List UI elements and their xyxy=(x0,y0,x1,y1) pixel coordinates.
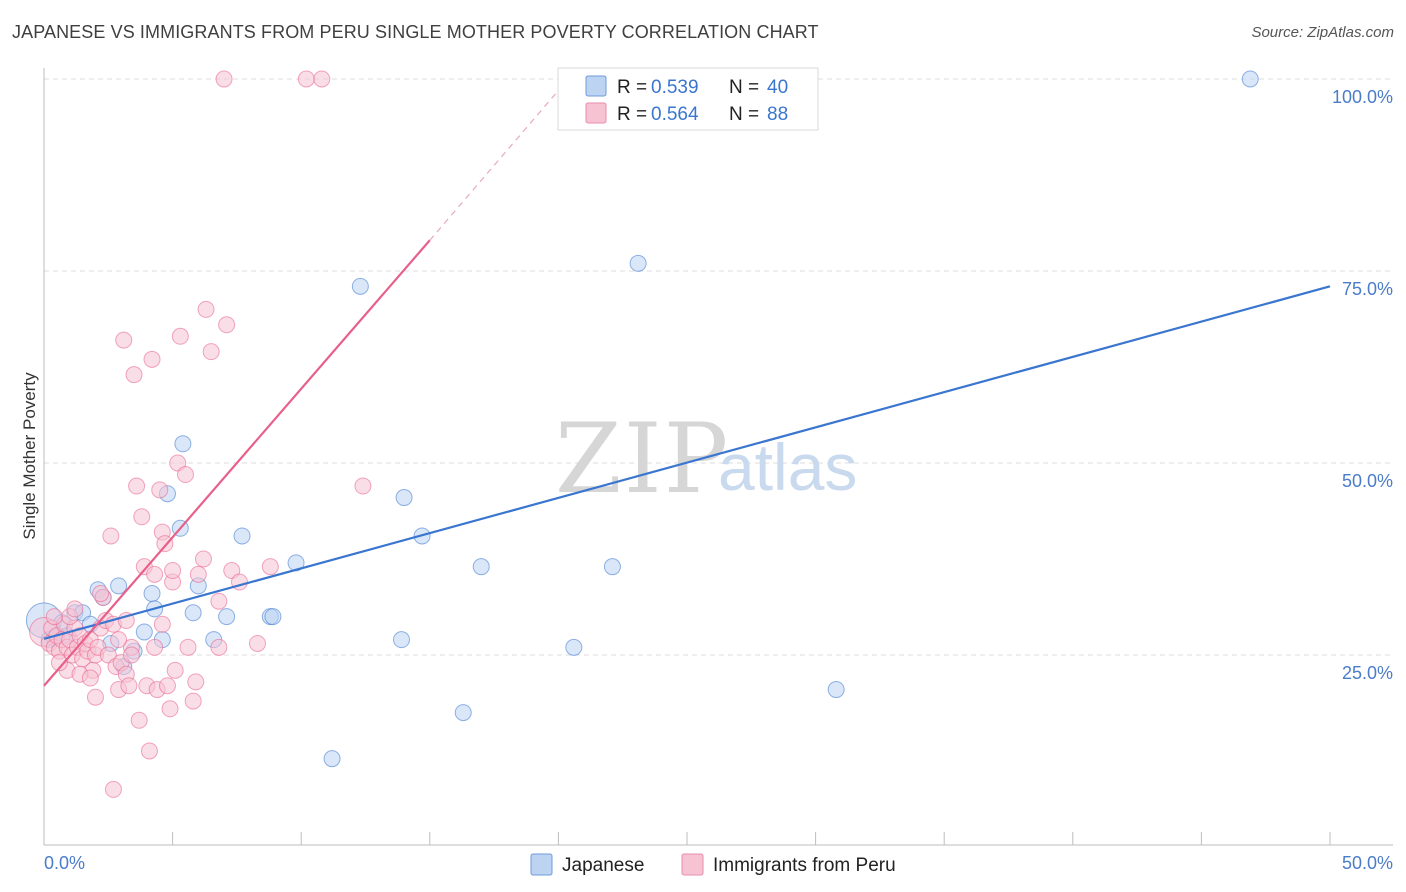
point-peru-56 xyxy=(171,327,189,345)
gridlines xyxy=(44,78,1393,656)
point-peru-59 xyxy=(184,692,202,710)
legend-swatch-japanese xyxy=(585,75,607,97)
trend-line-peru xyxy=(43,239,431,687)
point-peru-37 xyxy=(125,366,143,384)
point-peru-62 xyxy=(194,550,212,568)
point-japanese-32 xyxy=(395,489,413,507)
point-peru-77 xyxy=(92,585,110,603)
point-peru-20 xyxy=(86,688,104,706)
y-tick-label-50: 50.0% xyxy=(1342,471,1393,491)
legend-r-label-japanese: R = xyxy=(617,77,647,98)
point-japanese-34 xyxy=(454,704,472,722)
point-japanese-30 xyxy=(351,277,369,295)
point-peru-86 xyxy=(210,638,228,656)
point-peru-71 xyxy=(261,558,279,576)
point-japanese-29 xyxy=(323,750,341,768)
point-peru-74 xyxy=(354,477,372,495)
point-peru-58 xyxy=(179,638,197,656)
x-tick-label-min: 0.0% xyxy=(44,853,85,873)
point-peru-38 xyxy=(128,477,146,495)
point-peru-44 xyxy=(143,350,161,368)
point-peru-45 xyxy=(146,638,164,656)
point-peru-65 xyxy=(210,592,228,610)
legend-n-label-japanese: N = xyxy=(729,77,759,98)
point-peru-57 xyxy=(176,466,194,484)
point-peru-60 xyxy=(187,673,205,691)
point-peru-83 xyxy=(66,600,84,618)
point-peru-54 xyxy=(164,562,182,580)
point-peru-72 xyxy=(297,70,315,88)
point-peru-73 xyxy=(313,70,331,88)
point-peru-61 xyxy=(189,565,207,583)
legend-n-value-peru: 88 xyxy=(767,104,788,125)
point-japanese-39 xyxy=(827,681,845,699)
point-peru-27 xyxy=(104,780,122,798)
point-japanese-40 xyxy=(1241,70,1259,88)
y-tick-label-25: 25.0% xyxy=(1342,663,1393,683)
legend-n-value-japanese: 40 xyxy=(767,77,788,98)
point-peru-81 xyxy=(110,631,128,649)
point-japanese-31 xyxy=(393,631,411,649)
chart-title: JAPANESE VS IMMIGRANTS FROM PERU SINGLE … xyxy=(12,22,819,42)
point-japanese-36 xyxy=(565,638,583,656)
x-ticks xyxy=(43,832,1331,845)
point-peru-82 xyxy=(45,608,63,626)
point-japanese-27 xyxy=(264,608,282,626)
trend-line-peru-extension xyxy=(429,90,559,241)
point-peru-52 xyxy=(161,700,179,718)
y-axis-title: Single Mother Poverty xyxy=(20,372,39,540)
y-tick-label-100: 100.0% xyxy=(1332,87,1393,107)
point-japanese-20 xyxy=(174,435,192,453)
point-japanese-37 xyxy=(603,558,621,576)
point-peru-39 xyxy=(130,711,148,729)
trend-line-japanese xyxy=(43,285,1331,640)
point-peru-66 xyxy=(215,70,233,88)
point-japanese-11 xyxy=(110,577,128,595)
point-peru-50 xyxy=(156,535,174,553)
legend-r-label-peru: R = xyxy=(617,104,647,125)
point-peru-26 xyxy=(102,527,120,545)
legend-r-value-peru: 0.564 xyxy=(651,104,699,125)
legend-r-value-japanese: 0.539 xyxy=(651,77,699,98)
trend-lines xyxy=(43,90,1331,687)
x-tick-label-max: 50.0% xyxy=(1342,853,1393,873)
point-peru-80 xyxy=(81,669,99,687)
bottom-legend-swatch-japanese xyxy=(530,853,553,876)
series-peru-points xyxy=(29,70,372,798)
point-peru-70 xyxy=(248,634,266,652)
watermark-atlas: atlas xyxy=(718,430,857,504)
y-tick-label-75: 75.0% xyxy=(1342,279,1393,299)
bottom-legend-label-japanese: Japanese xyxy=(562,855,644,876)
point-peru-85 xyxy=(153,615,171,633)
stats-legend: R = 0.539 N = 40 R = 0.564 N = 88 xyxy=(557,67,819,131)
legend-n-label-peru: N = xyxy=(729,104,759,125)
point-japanese-14 xyxy=(135,623,153,641)
point-peru-40 xyxy=(133,508,151,526)
point-peru-46 xyxy=(146,565,164,583)
chart-source: Source: ZipAtlas.com xyxy=(1251,24,1394,41)
bottom-legend-label-peru: Immigrants from Peru xyxy=(713,855,896,876)
point-peru-67 xyxy=(218,316,236,334)
point-peru-32 xyxy=(115,331,133,349)
y-tick-labels: 25.0% 50.0% 75.0% 100.0% xyxy=(1332,87,1393,683)
point-peru-43 xyxy=(140,742,158,760)
point-japanese-35 xyxy=(472,558,490,576)
bottom-legend-swatch-peru xyxy=(681,853,704,876)
point-peru-64 xyxy=(202,343,220,361)
point-japanese-25 xyxy=(233,527,251,545)
point-peru-84 xyxy=(122,646,140,664)
point-peru-48 xyxy=(151,481,169,499)
bottom-legend: Japanese Immigrants from Peru xyxy=(530,853,896,876)
point-peru-87 xyxy=(166,661,184,679)
point-peru-63 xyxy=(197,300,215,318)
point-peru-35 xyxy=(120,677,138,695)
legend-swatch-peru xyxy=(585,102,607,124)
point-peru-51 xyxy=(158,677,176,695)
point-japanese-24 xyxy=(218,608,236,626)
point-japanese-15 xyxy=(143,585,161,603)
point-japanese-21 xyxy=(184,604,202,622)
point-peru-79 xyxy=(50,654,68,672)
point-japanese-38 xyxy=(629,254,647,272)
